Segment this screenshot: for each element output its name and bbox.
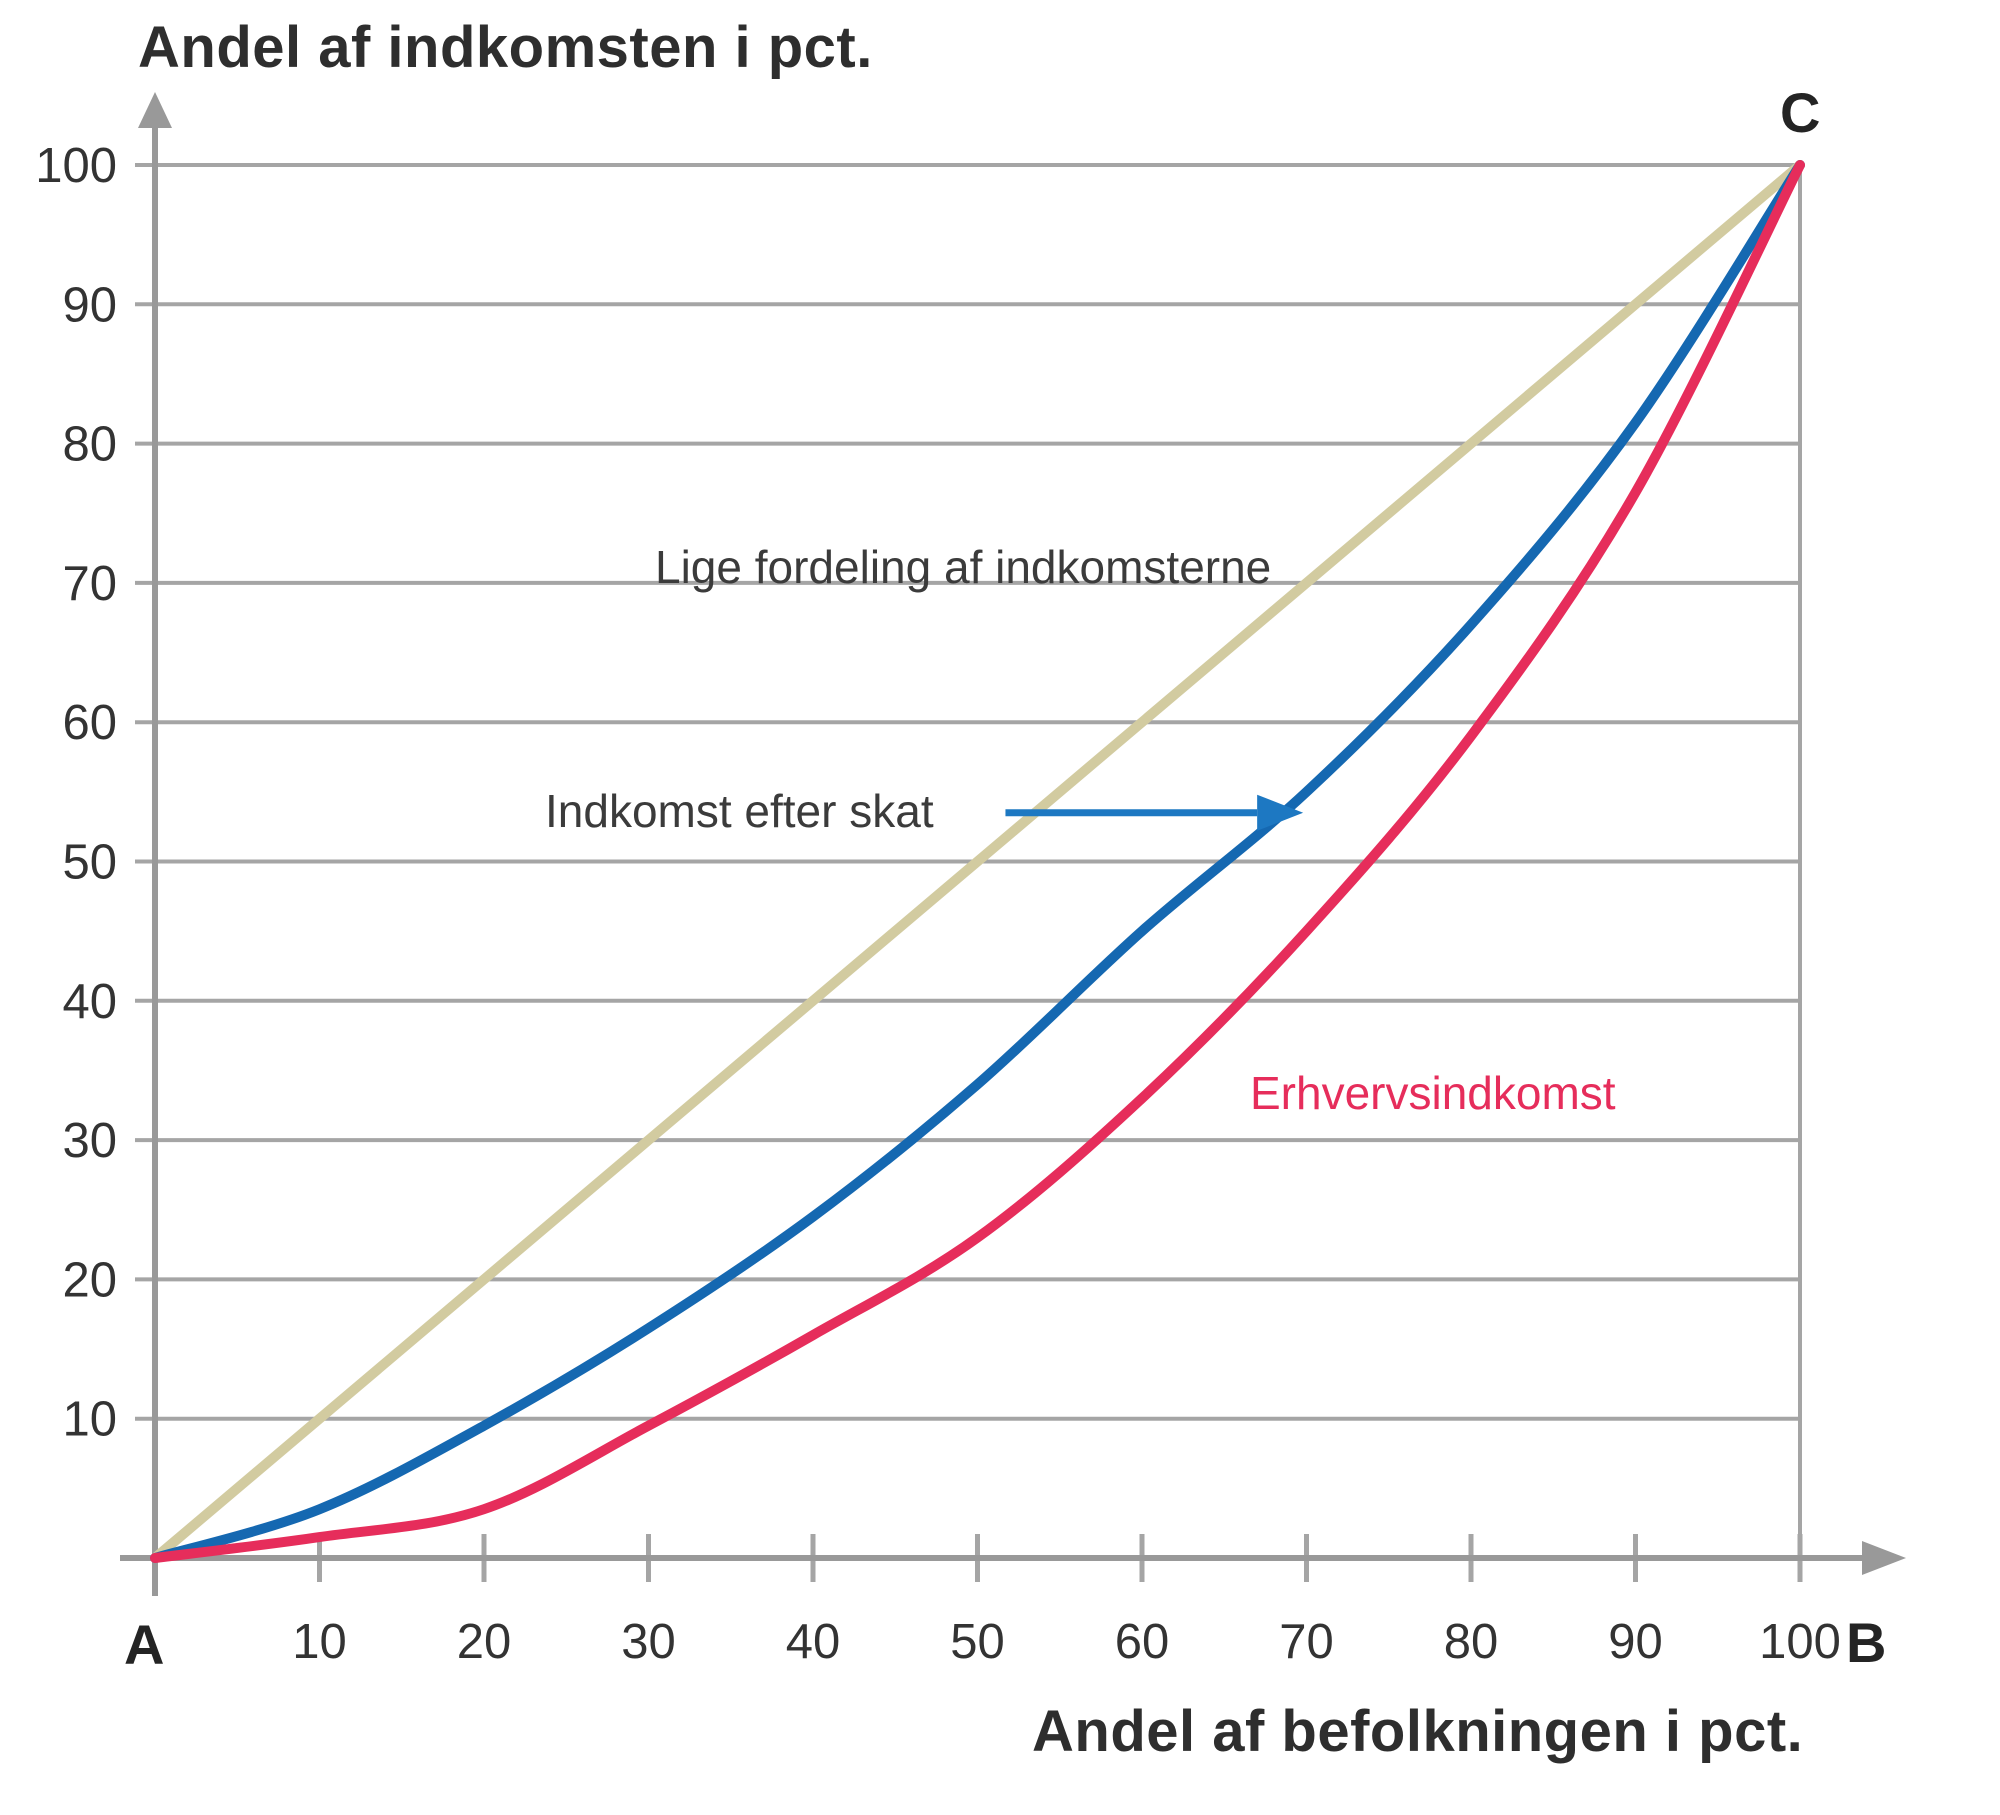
- x-tick-label-60: 60: [1115, 1615, 1170, 1669]
- x-tick-label-80: 80: [1444, 1615, 1499, 1669]
- y-tick-label-100: 100: [35, 139, 117, 193]
- origin-label-a: A: [124, 1613, 165, 1676]
- x-tick-label-10: 10: [292, 1615, 347, 1669]
- x-axis-arrowhead-icon: [1862, 1541, 1906, 1575]
- x-tick-label-50: 50: [950, 1615, 1005, 1669]
- annotation-arrowhead-icon: [1257, 794, 1304, 831]
- series-curve-1: [150, 160, 1805, 1563]
- business-income-label: Erhvervsindkomst: [1250, 1067, 1616, 1119]
- after-tax-label: Indkomst efter skat: [545, 785, 934, 837]
- x-tick-label-30: 30: [621, 1615, 676, 1669]
- y-axis-arrowhead-icon: [138, 92, 172, 128]
- x-tick-label-40: 40: [786, 1615, 841, 1669]
- top-right-label-c: C: [1780, 81, 1821, 144]
- y-tick-label-90: 90: [62, 278, 117, 332]
- y-tick-label-30: 30: [62, 1114, 117, 1168]
- series-curve-0: [150, 160, 1805, 1563]
- y-tick-label-60: 60: [62, 696, 117, 750]
- y-tick-label-80: 80: [62, 418, 117, 472]
- chart-title: Andel af indkomsten i pct.: [138, 15, 873, 80]
- y-tick-label-40: 40: [62, 975, 117, 1029]
- y-tick-label-50: 50: [62, 836, 117, 890]
- x-tick-label-20: 20: [457, 1615, 512, 1669]
- x-tick-label-100: 100: [1759, 1615, 1841, 1669]
- equality-line-label: Lige fordeling af indkomsterne: [655, 541, 1272, 593]
- x-end-label-b: B: [1846, 1611, 1887, 1674]
- y-tick-label-20: 20: [62, 1253, 117, 1307]
- y-tick-label-10: 10: [62, 1393, 117, 1447]
- x-axis-title: Andel af befolkningen i pct.: [1032, 1699, 1804, 1764]
- x-tick-label-90: 90: [1608, 1615, 1663, 1669]
- series-curve-2: [150, 160, 1805, 1563]
- x-tick-label-70: 70: [1279, 1615, 1334, 1669]
- y-tick-label-70: 70: [62, 557, 117, 611]
